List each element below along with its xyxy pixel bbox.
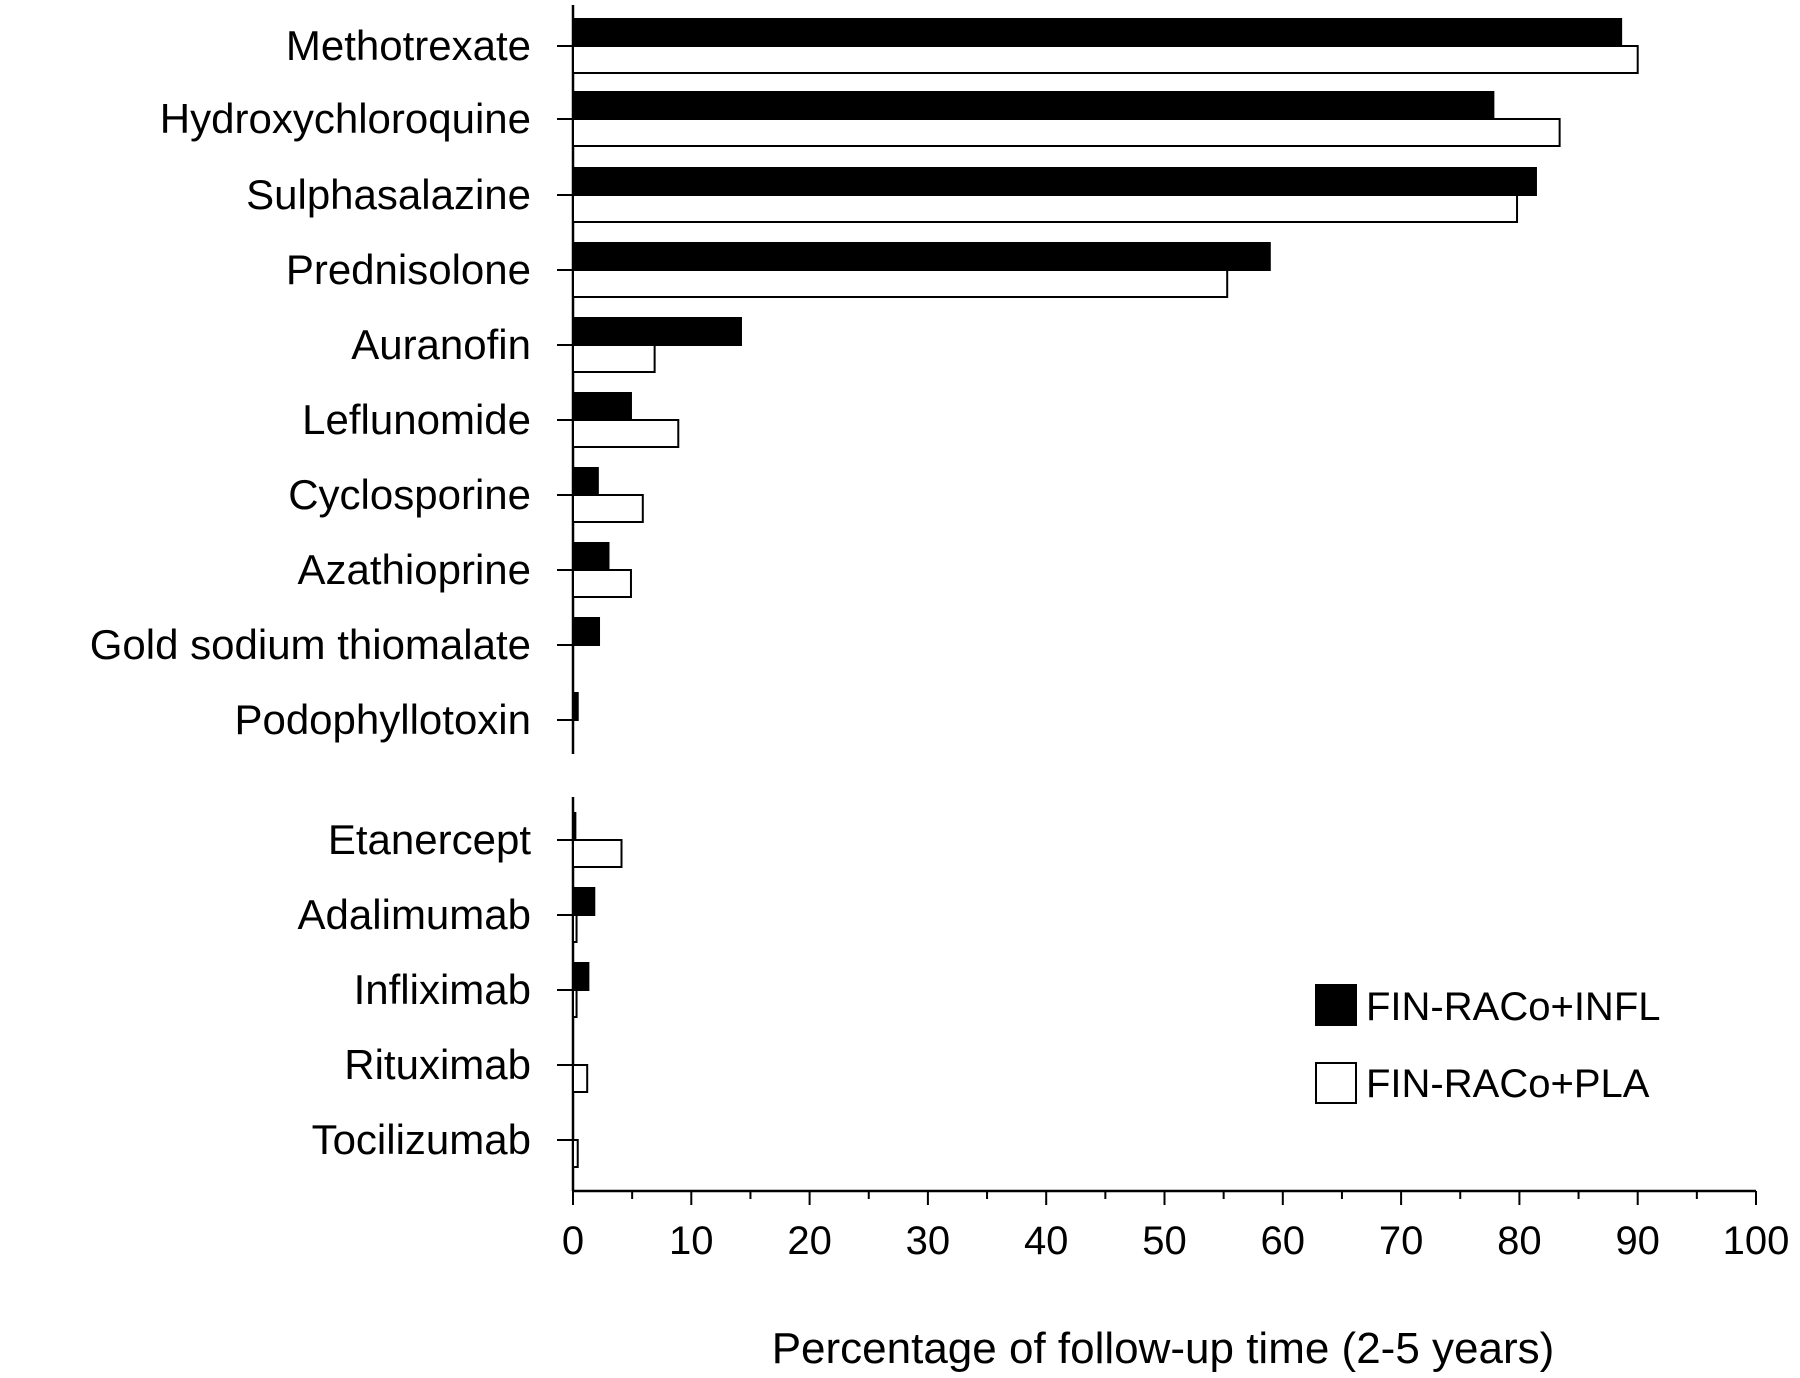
category-label: Prednisolone — [286, 246, 531, 293]
x-tick-labels: 0 10 20 30 40 50 60 70 80 90 100 — [562, 1219, 1790, 1263]
bar-fin-raco-infl — [572, 542, 610, 571]
legend-swatch-pla — [1315, 1062, 1357, 1104]
bar-fin-raco-infl — [572, 467, 599, 496]
category-label: Hydroxychloroquine — [160, 95, 531, 142]
x-tick-label: 70 — [1379, 1219, 1424, 1263]
legend-label-infl: FIN-RACo+INFL — [1366, 985, 1661, 1029]
category-label: Azathioprine — [298, 546, 531, 593]
bar-fin-raco-pla — [572, 914, 578, 943]
category-label: Cyclosporine — [288, 471, 531, 518]
bar-fin-raco-pla — [572, 1139, 579, 1168]
bar-fin-raco-pla — [572, 569, 632, 598]
legend-label-pla: FIN-RACo+PLA — [1366, 1062, 1650, 1106]
x-tick-label: 80 — [1497, 1219, 1542, 1263]
x-tick-label: 40 — [1024, 1219, 1069, 1263]
x-tick-label: 60 — [1261, 1219, 1306, 1263]
category-label: Gold sodium thiomalate — [90, 621, 531, 668]
bar-fin-raco-pla — [572, 419, 680, 448]
category-label: Tocilizumab — [312, 1116, 531, 1163]
category-label: Rituximab — [344, 1041, 531, 1088]
bar-fin-raco-infl — [572, 692, 579, 721]
category-label: Methotrexate — [286, 22, 531, 69]
bar-fin-raco-pla — [572, 269, 1229, 298]
category-labels: Methotrexate Hydroxychloroquine Sulphasala… — [90, 22, 532, 1163]
bar-fin-raco-infl — [572, 812, 577, 841]
legend-swatch-infl — [1315, 984, 1357, 1026]
bar-fin-raco-infl — [572, 91, 1495, 120]
bar-fin-raco-infl — [572, 617, 601, 646]
category-label: Adalimumab — [298, 891, 531, 938]
chart-bars — [572, 18, 1639, 1168]
bar-fin-raco-pla — [572, 989, 578, 1018]
x-tick-label: 50 — [1142, 1219, 1187, 1263]
bar-fin-raco-pla — [572, 839, 623, 868]
category-label: Etanercept — [328, 816, 531, 863]
bar-fin-raco-infl — [572, 242, 1271, 271]
bar-fin-raco-infl — [572, 887, 596, 916]
bar-fin-raco-infl — [572, 962, 590, 991]
bar-fin-raco-pla — [572, 45, 1639, 74]
x-axis-title: Percentage of follow-up time (2-5 years) — [772, 1324, 1555, 1373]
legend: FIN-RACo+INFL FIN-RACo+PLA — [1315, 984, 1661, 1106]
bar-fin-raco-infl — [572, 392, 632, 421]
x-tick-label: 10 — [669, 1219, 714, 1263]
bar-fin-raco-pla — [572, 1064, 589, 1093]
bar-fin-raco-infl — [572, 317, 742, 346]
bar-fin-raco-pla — [572, 494, 644, 523]
x-tick-label: 30 — [906, 1219, 951, 1263]
x-tick-label: 100 — [1723, 1219, 1790, 1263]
bar-fin-raco-infl — [572, 18, 1623, 47]
bar-fin-raco-pla — [572, 118, 1561, 147]
x-tick-label: 90 — [1615, 1219, 1660, 1263]
category-label: Leflunomide — [302, 396, 531, 443]
category-label: Infliximab — [354, 966, 531, 1013]
category-label: Auranofin — [351, 321, 531, 368]
bar-fin-raco-infl — [572, 167, 1537, 196]
category-label: Sulphasalazine — [246, 171, 531, 218]
x-tick-label: 20 — [787, 1219, 832, 1263]
x-tick-label: 0 — [562, 1219, 584, 1263]
category-label: Podophyllotoxin — [234, 696, 531, 743]
bar-fin-raco-pla — [572, 344, 656, 373]
bar-fin-raco-pla — [572, 194, 1519, 223]
